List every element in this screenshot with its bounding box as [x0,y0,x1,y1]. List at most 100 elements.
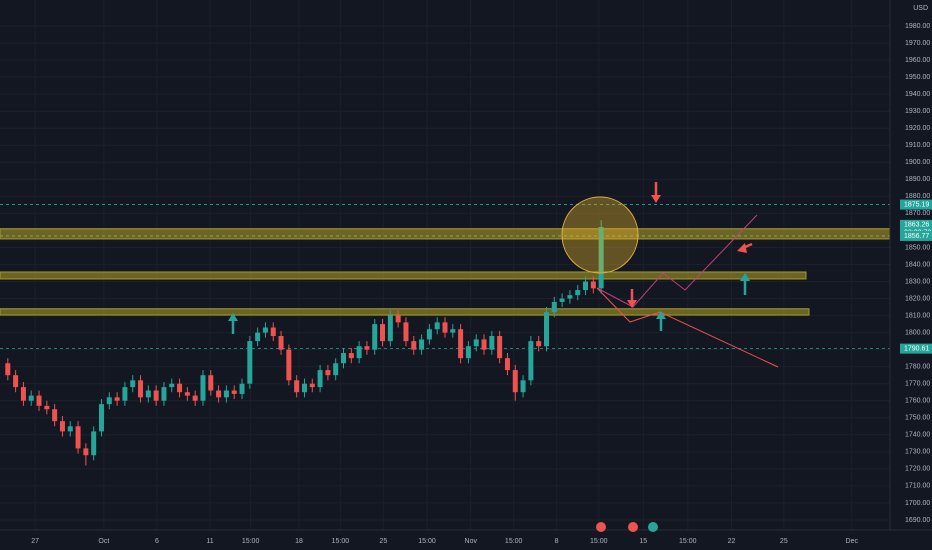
y-tick-label: 1980.00 [905,23,930,30]
price-tag-label: 1875.19 [904,201,929,208]
x-tick-label: Dec [846,538,859,545]
candle-body [216,390,222,398]
candle-body [83,448,89,456]
x-tick-label: 18 [295,538,303,545]
x-tick-label: 11 [206,538,213,545]
candle-body [309,383,315,388]
y-tick-label: 1720.00 [905,466,930,473]
event-icon[interactable] [596,522,606,532]
candle-body [364,346,370,350]
candle-body [356,346,362,359]
candle-body [161,387,167,401]
y-tick-label: 1890.00 [905,176,930,183]
candle-body [481,339,487,350]
highlight-circle [561,196,639,274]
candle-body [583,281,589,291]
x-tick-label: 8 [555,538,559,545]
candle-body [247,341,253,384]
candle-body [403,322,409,342]
candle-body [442,322,448,333]
candle-body [75,426,81,449]
candle-body [28,395,34,401]
axes: 1690.00 1700.00 1710.00 1720.00 1730.00 1740.… [31,23,932,545]
price-tag [900,230,932,241]
candle-body [559,298,565,302]
price-tag-label: 1790.61 [904,345,929,352]
candle-body [489,336,495,350]
candle-body [465,346,471,359]
event-icon[interactable] [628,522,638,532]
candle-body [106,397,112,405]
y-tick-label: 1760.00 [905,398,930,405]
candle-body [59,421,65,432]
candle-body [333,363,339,376]
candle-body [395,315,401,323]
y-tick-label: 1710.00 [905,483,930,490]
y-tick-label: 1740.00 [905,432,930,439]
candle-body [497,336,503,359]
candle-body [372,324,378,350]
y-tick-label: 1870.00 [905,210,930,217]
candles [5,220,604,466]
candle-body [301,383,307,393]
candle-body [67,426,73,432]
y-tick-label: 1780.00 [905,364,930,371]
candle-body [348,353,354,359]
y-tick-label: 1970.00 [905,40,930,47]
y-tick-label: 1850.00 [905,244,930,251]
y-tick-label: 1910.00 [905,142,930,149]
x-tick-label: 15:00 [242,538,260,545]
y-tick-label: 1840.00 [905,261,930,268]
candle-body [262,327,268,333]
candle-body [294,380,300,393]
candle-body [504,358,510,371]
x-tick-label: 15:00 [679,538,697,545]
candle-body [208,375,214,391]
candle-body [450,329,456,333]
y-tick-label: 1960.00 [905,57,930,64]
candle-body [98,404,104,432]
projection-line [596,287,779,368]
candle-body [458,329,464,359]
arrow-head [740,273,750,281]
y-tick-label: 1830.00 [905,278,930,285]
candle-body [177,383,183,393]
y-tick-label: 1820.00 [905,295,930,302]
candle-body [52,409,58,422]
drawings [228,182,779,368]
arrow-head [228,313,238,321]
candle-body [278,336,284,350]
candle-body [13,375,19,388]
candle-body [145,390,151,398]
y-tick-label: 1810.00 [905,312,930,319]
x-tick-label: 27 [31,538,39,545]
candle-body [114,397,120,401]
candle-body [473,339,479,347]
candle-body [575,290,581,296]
candle-body [5,363,11,376]
y-tick-label: 1770.00 [905,381,930,388]
candle-body [426,329,432,340]
candle-body [20,387,26,401]
candle-body [122,387,128,401]
candle-body [169,383,175,388]
x-tick-label: 15:00 [418,538,436,545]
y-tick-label: 1730.00 [905,449,930,456]
x-tick-label: 15 [639,538,647,545]
arrow-head [627,300,637,308]
candle-body [138,380,144,398]
y-tick-label: 1900.00 [905,159,930,166]
price-tag-label: 1863.26 [904,222,929,229]
candle-body [231,390,237,394]
candle-body [512,370,518,393]
candle-body [380,324,386,342]
event-icon[interactable] [648,522,658,532]
candle-body [543,312,549,347]
candle-body [387,315,393,342]
arrow-head [737,243,747,253]
candle-body [270,327,276,337]
arrow-head [656,311,666,319]
candle-body [91,431,97,456]
candle-body [44,405,50,410]
